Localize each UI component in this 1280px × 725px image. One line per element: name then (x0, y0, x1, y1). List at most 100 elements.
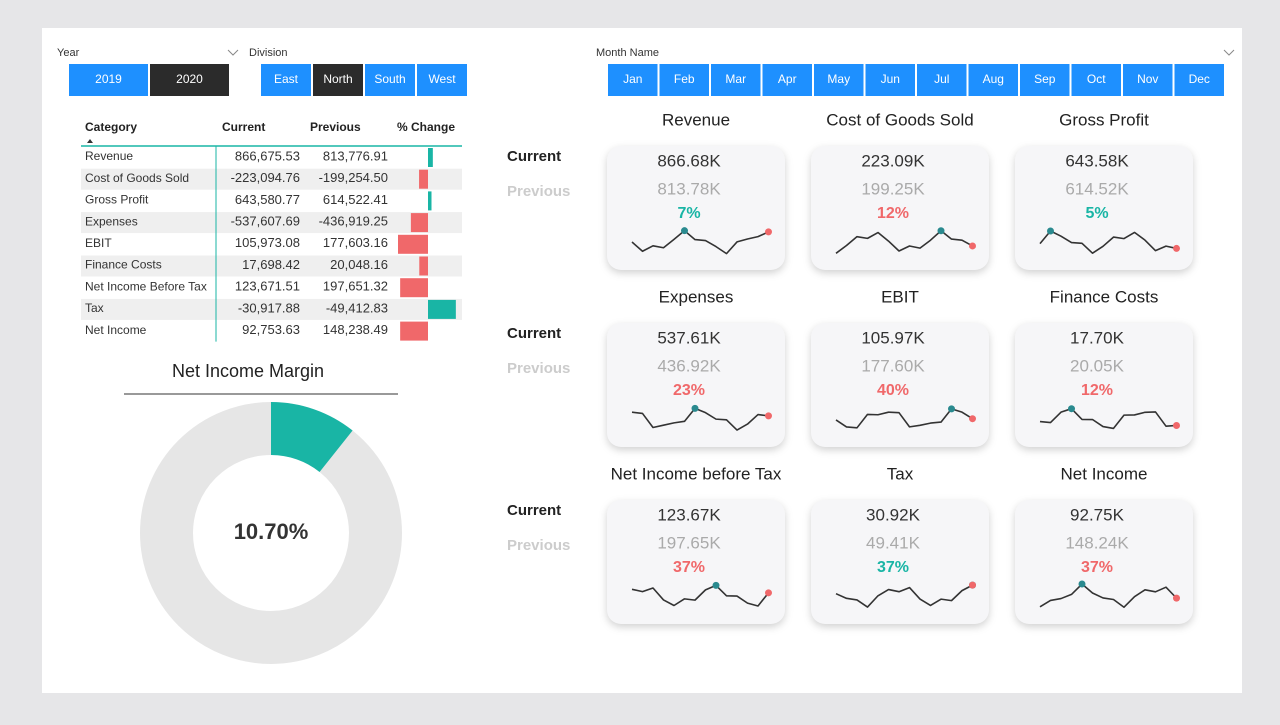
cell-category: Gross Profit (85, 193, 149, 207)
slicer-label: Division (249, 47, 288, 59)
change-bar (428, 148, 433, 167)
card-change: 12% (1081, 382, 1113, 399)
slicer-button[interactable] (1174, 64, 1225, 96)
card-change: 12% (877, 205, 909, 222)
row-label-current: Current (507, 148, 561, 165)
change-bar (419, 256, 428, 276)
sparkline (1039, 583, 1178, 609)
card-title: Net Income (1061, 464, 1148, 483)
slicer-button[interactable] (608, 64, 658, 96)
row-band (81, 168, 462, 190)
sparkline (1039, 407, 1177, 430)
slicer-button[interactable] (917, 64, 967, 96)
card-current: 223.09K (861, 151, 925, 170)
slicer-label: Month Name (596, 47, 659, 59)
cell-current: -30,917.88 (238, 300, 300, 315)
card-current: 123.67K (657, 505, 721, 524)
sparkline (631, 584, 770, 607)
card (811, 323, 989, 447)
sparkline-high (691, 404, 699, 412)
slicer-option: Jun (881, 72, 900, 86)
sparkline-high (937, 227, 945, 235)
sparkline-high (712, 581, 720, 589)
slicer-button[interactable] (150, 64, 229, 96)
card (1015, 146, 1193, 270)
cell-category: Tax (85, 301, 104, 315)
slicer-button[interactable] (261, 64, 311, 96)
card-change: 23% (673, 382, 705, 399)
cell-current: -537,607.69 (231, 214, 300, 229)
slicer-button[interactable] (417, 64, 467, 96)
slicer-option: Nov (1137, 72, 1158, 86)
slicer-option: Jul (934, 72, 949, 86)
change-bar (419, 169, 428, 189)
cell-current: 123,671.51 (235, 279, 300, 294)
cell-category: EBIT (85, 236, 112, 250)
cell-category: Cost of Goods Sold (85, 171, 189, 185)
card-current: 866.68K (657, 151, 721, 170)
card-current: 643.58K (1065, 151, 1129, 170)
cell-category: Revenue (85, 149, 133, 163)
cell-category: Finance Costs (85, 258, 162, 272)
slicer-option: Aug (983, 72, 1004, 86)
row-label-current: Current (507, 325, 561, 342)
slicer-button[interactable] (865, 64, 916, 96)
slicer-button[interactable] (659, 64, 710, 96)
cell-current: 92,753.63 (242, 322, 300, 337)
slicer-button[interactable] (814, 64, 864, 96)
slicer-button[interactable] (1123, 64, 1173, 96)
card (1015, 323, 1193, 447)
sparkline-end (969, 242, 976, 250)
change-bar (400, 278, 428, 298)
card-title: Finance Costs (1050, 287, 1159, 306)
slicer-button[interactable] (313, 64, 363, 96)
row-label-previous: Previous (507, 537, 570, 554)
sparkline-end (765, 228, 772, 236)
sparkline-end (765, 412, 772, 420)
cell-previous: -49,412.83 (326, 300, 388, 315)
card-current: 537.61K (657, 328, 721, 347)
cell-category: Expenses (85, 214, 138, 228)
slicer-option: May (827, 72, 850, 86)
sparkline (835, 584, 973, 608)
row-band (81, 255, 462, 277)
card-previous: 197.65K (657, 533, 721, 552)
table-header: Category (85, 120, 137, 134)
change-bar (428, 191, 432, 211)
card (1015, 500, 1193, 624)
slicer-button[interactable] (762, 64, 813, 96)
change-bar (398, 234, 428, 254)
slicer-button[interactable] (69, 64, 148, 96)
sparkline-high (1047, 227, 1054, 235)
card-previous: 199.25K (861, 179, 925, 198)
slicer-option: Feb (674, 72, 695, 86)
sparkline (835, 229, 973, 254)
cell-previous: 813,776.91 (323, 148, 388, 163)
card-previous: 813.78K (657, 179, 721, 198)
slicer-button[interactable] (365, 64, 415, 96)
sparkline-end (765, 589, 772, 597)
donut-arc (271, 402, 353, 472)
slicer-button[interactable] (1071, 64, 1122, 96)
sparkline-high (1078, 580, 1086, 588)
sparkline (1039, 230, 1177, 255)
slicer-button[interactable] (1020, 64, 1070, 96)
cell-category: Net Income Before Tax (85, 279, 207, 293)
card (811, 146, 989, 270)
card-previous: 436.92K (657, 356, 721, 375)
slicer-button[interactable] (968, 64, 1019, 96)
card-change: 5% (1085, 205, 1108, 222)
chevron (227, 49, 239, 56)
row-band (81, 212, 462, 234)
slicer-option: Jan (623, 72, 642, 86)
slicer-button[interactable] (711, 64, 761, 96)
card-current: 30.92K (866, 505, 921, 524)
sparkline-end (969, 581, 976, 589)
slicer-option: East (274, 72, 299, 86)
card-previous: 614.52K (1065, 179, 1129, 198)
change-bar (410, 213, 428, 233)
card-change: 37% (673, 559, 705, 576)
sparkline-end (1173, 594, 1180, 602)
card-title: Expenses (659, 287, 734, 306)
chevron (1223, 49, 1235, 56)
